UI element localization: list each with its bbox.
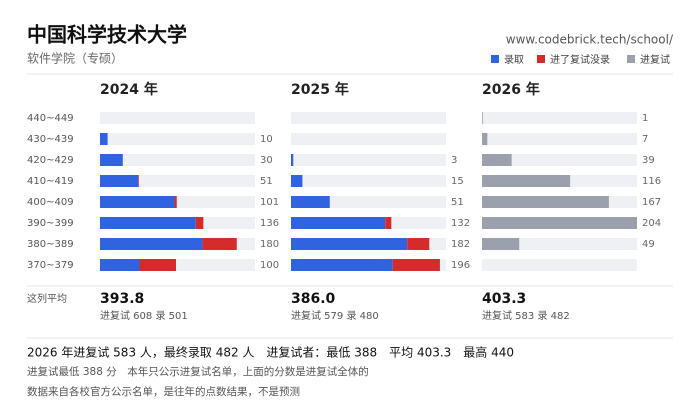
bar-segment bbox=[482, 196, 609, 208]
average-note: 进复试 579 录 480 bbox=[291, 309, 379, 322]
bar-segment bbox=[291, 259, 393, 271]
value-label: 30 bbox=[260, 155, 273, 166]
value-label: 196 bbox=[451, 260, 470, 271]
value-label: 132 bbox=[451, 218, 470, 229]
bar-segment bbox=[100, 154, 123, 166]
value-label: 167 bbox=[642, 197, 661, 208]
value-label: 15 bbox=[451, 176, 464, 187]
column-title: 2024 年 bbox=[100, 81, 158, 98]
row-label: 420~429 bbox=[27, 155, 74, 166]
bar-segment bbox=[291, 217, 386, 229]
track bbox=[482, 154, 637, 166]
legend-label: 进了复试没录 bbox=[550, 53, 610, 66]
value-label: 49 bbox=[642, 239, 655, 250]
bar-segment bbox=[202, 238, 237, 250]
bar-segment bbox=[482, 175, 571, 187]
value-label: 204 bbox=[642, 218, 661, 229]
bar-segment bbox=[482, 217, 637, 229]
legend-label: 进复试 bbox=[640, 53, 670, 66]
value-label: 51 bbox=[451, 197, 464, 208]
row-label: 380~389 bbox=[27, 239, 74, 250]
bar-segment bbox=[482, 238, 520, 250]
value-label: 100 bbox=[260, 260, 279, 271]
value-label: 180 bbox=[260, 239, 279, 250]
bar-segment bbox=[291, 154, 294, 166]
track bbox=[100, 112, 255, 124]
track bbox=[291, 112, 446, 124]
row-label: 370~379 bbox=[27, 260, 74, 271]
bar-segment bbox=[100, 196, 175, 208]
average-value: 403.3 bbox=[482, 291, 526, 307]
bar-segment bbox=[100, 238, 203, 250]
row-label: 400~409 bbox=[27, 197, 74, 208]
track bbox=[100, 133, 255, 145]
value-label: 136 bbox=[260, 218, 279, 229]
footer-line: 2026 年进复试 583 人，最终录取 482 人 进复试者：最低 388 平… bbox=[27, 345, 514, 360]
legend-swatch bbox=[627, 55, 635, 63]
value-label: 10 bbox=[260, 134, 273, 145]
track bbox=[482, 112, 637, 124]
bar-segment bbox=[137, 175, 139, 187]
bar-segment bbox=[291, 175, 303, 187]
value-label: 51 bbox=[260, 176, 273, 187]
average-note: 进复试 608 录 501 bbox=[100, 309, 188, 322]
bar-segment bbox=[392, 259, 440, 271]
track bbox=[482, 259, 637, 271]
bar-segment bbox=[385, 217, 392, 229]
value-label: 39 bbox=[642, 155, 655, 166]
track bbox=[100, 154, 255, 166]
value-label: 116 bbox=[642, 176, 661, 187]
row-label: 390~399 bbox=[27, 218, 74, 229]
footer-line: 数据来自各校官方公示名单，是往年的点数结果，不是预测 bbox=[27, 385, 300, 398]
average-value: 386.0 bbox=[291, 291, 336, 307]
value-label: 101 bbox=[260, 197, 279, 208]
legend-swatch bbox=[491, 55, 499, 63]
bar-segment bbox=[291, 196, 330, 208]
value-label: 1 bbox=[642, 113, 648, 124]
track bbox=[291, 154, 446, 166]
bar-segment bbox=[139, 259, 176, 271]
bar-segment bbox=[482, 133, 488, 145]
track bbox=[291, 133, 446, 145]
row-label: 440~449 bbox=[27, 113, 74, 124]
row-label: 430~439 bbox=[27, 134, 74, 145]
bar-segment bbox=[482, 154, 512, 166]
track bbox=[482, 238, 637, 250]
legend-swatch bbox=[537, 55, 545, 63]
bar-segment bbox=[174, 196, 177, 208]
track bbox=[291, 175, 446, 187]
bar-segment bbox=[195, 217, 204, 229]
summary-label: 这列平均 bbox=[27, 292, 67, 305]
track bbox=[482, 133, 637, 145]
bar-segment bbox=[407, 238, 430, 250]
bar-segment bbox=[100, 217, 196, 229]
footer-line: 进复试最低 388 分 本年只公示进复试名单，上面的分数是进复试全体的 bbox=[27, 365, 369, 378]
bar-segment bbox=[482, 112, 483, 124]
value-label: 3 bbox=[451, 155, 457, 166]
bar-segment bbox=[100, 175, 138, 187]
source-url: www.codebrick.tech/school/ bbox=[506, 33, 674, 47]
column-title: 2025 年 bbox=[291, 81, 349, 98]
column-title: 2026 年 bbox=[482, 81, 540, 98]
value-label: 7 bbox=[642, 134, 648, 145]
bar-segment bbox=[100, 133, 108, 145]
bar-segment bbox=[100, 259, 140, 271]
row-label: 410~419 bbox=[27, 176, 74, 187]
value-label: 182 bbox=[451, 239, 470, 250]
bar-segment bbox=[291, 238, 408, 250]
title: 中国科学技术大学 bbox=[27, 23, 187, 47]
subtitle: 软件学院（专硕） bbox=[27, 51, 123, 66]
average-value: 393.8 bbox=[100, 291, 144, 307]
legend-label: 录取 bbox=[504, 54, 524, 66]
average-note: 进复试 583 录 482 bbox=[482, 309, 570, 322]
